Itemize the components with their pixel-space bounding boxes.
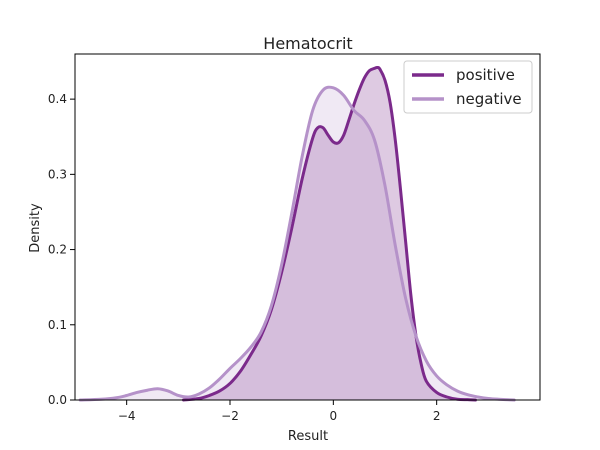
- legend-label-positive: positive: [456, 66, 515, 84]
- x-tick-label: −2: [221, 409, 239, 423]
- x-axis-ticks: −4 −2 0 2: [118, 400, 441, 423]
- plot-frame: [74, 53, 541, 401]
- series-line-negative: [78, 85, 516, 402]
- x-tick-label: 2: [433, 409, 441, 423]
- y-tick-label: 0.3: [48, 167, 67, 181]
- y-tick-label: 0.4: [48, 92, 67, 106]
- y-axis-label: Density: [28, 203, 43, 253]
- x-tick-label: −4: [118, 409, 136, 423]
- y-axis-ticks: 0.0 0.1 0.2 0.3 0.4: [48, 92, 75, 407]
- legend: positive negative: [403, 60, 533, 114]
- y-tick-label: 0.1: [48, 318, 67, 332]
- series-area-negative: [80, 87, 515, 401]
- series-fills: [80, 67, 515, 401]
- y-tick-label: 0.0: [48, 393, 67, 407]
- series-lines: [78, 66, 516, 402]
- series-area-positive: [183, 67, 476, 401]
- legend-label-negative: negative: [456, 90, 522, 108]
- x-tick-label: 0: [330, 409, 338, 423]
- y-tick-label: 0.2: [48, 243, 67, 257]
- chart-title: Hematocrit: [263, 34, 352, 53]
- x-axis-label: Result: [288, 429, 328, 444]
- series-line-positive: [182, 66, 477, 402]
